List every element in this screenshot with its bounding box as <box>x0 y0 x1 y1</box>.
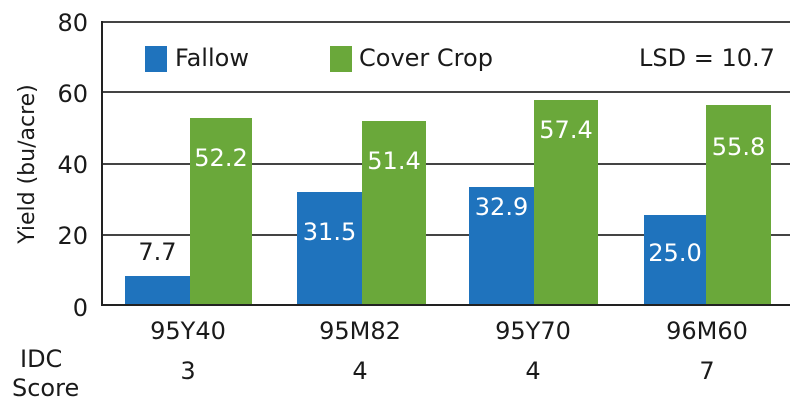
bar-value-label: 51.4 <box>367 147 421 175</box>
legend-fallow-label: Fallow <box>175 44 249 72</box>
y-axis-label: Yield (bu/acre) <box>15 84 40 244</box>
bar-cover-96M60: 55.8 <box>706 105 771 304</box>
gridline-60 <box>103 91 790 93</box>
idc-score-95Y40: 3 <box>180 357 196 385</box>
bar-value-label: 25.0 <box>648 239 702 267</box>
y-tick-20: 20 <box>57 222 88 250</box>
x-label-96M60: 96M60 <box>666 317 748 345</box>
x-label-95Y40: 95Y40 <box>150 317 226 345</box>
plot-area: Fallow Cover Crop LSD = 10.7 7.7 52.2 31… <box>101 21 790 306</box>
bar-fallow-95M82: 31.5 <box>297 192 362 304</box>
idc-score-95Y70: 4 <box>525 357 541 385</box>
bar-cover-95Y40: 52.2 <box>190 118 252 304</box>
y-tick-60: 60 <box>57 80 88 108</box>
bar-cover-95Y70: 57.4 <box>534 100 598 304</box>
idc-score-96M60: 7 <box>699 357 715 385</box>
bar-value-label: 55.8 <box>711 133 766 161</box>
x-label-95Y70: 95Y70 <box>495 317 571 345</box>
lsd-annotation: LSD = 10.7 <box>639 44 775 72</box>
y-tick-80: 80 <box>57 9 88 37</box>
bar-value-label: 31.5 <box>302 218 357 246</box>
legend-cover-crop-label: Cover Crop <box>359 44 493 72</box>
idc-label: IDC <box>20 345 63 373</box>
idc-score-95M82: 4 <box>352 357 368 385</box>
score-label: Score <box>12 374 80 402</box>
gridline-40 <box>103 163 790 165</box>
y-tick-40: 40 <box>57 151 88 179</box>
x-label-95M82: 95M82 <box>319 317 401 345</box>
gridline-80 <box>103 21 790 23</box>
legend-cover-crop-swatch <box>330 46 352 72</box>
bar-value-label: 52.2 <box>194 144 248 172</box>
bar-value-label: 32.9 <box>474 193 529 221</box>
bar-fallow-95Y40: 7.7 <box>125 240 190 304</box>
gridline-20 <box>103 234 790 236</box>
bar-value-label: 7.7 <box>138 238 177 266</box>
bar-value-label: 57.4 <box>539 116 593 144</box>
bar-fallow-95Y70: 32.9 <box>469 187 534 304</box>
legend-fallow-swatch <box>145 46 167 72</box>
y-tick-0: 0 <box>72 294 88 322</box>
bar-cover-95M82: 51.4 <box>362 121 426 304</box>
bar-fallow-96M60: 25.0 <box>644 215 706 304</box>
